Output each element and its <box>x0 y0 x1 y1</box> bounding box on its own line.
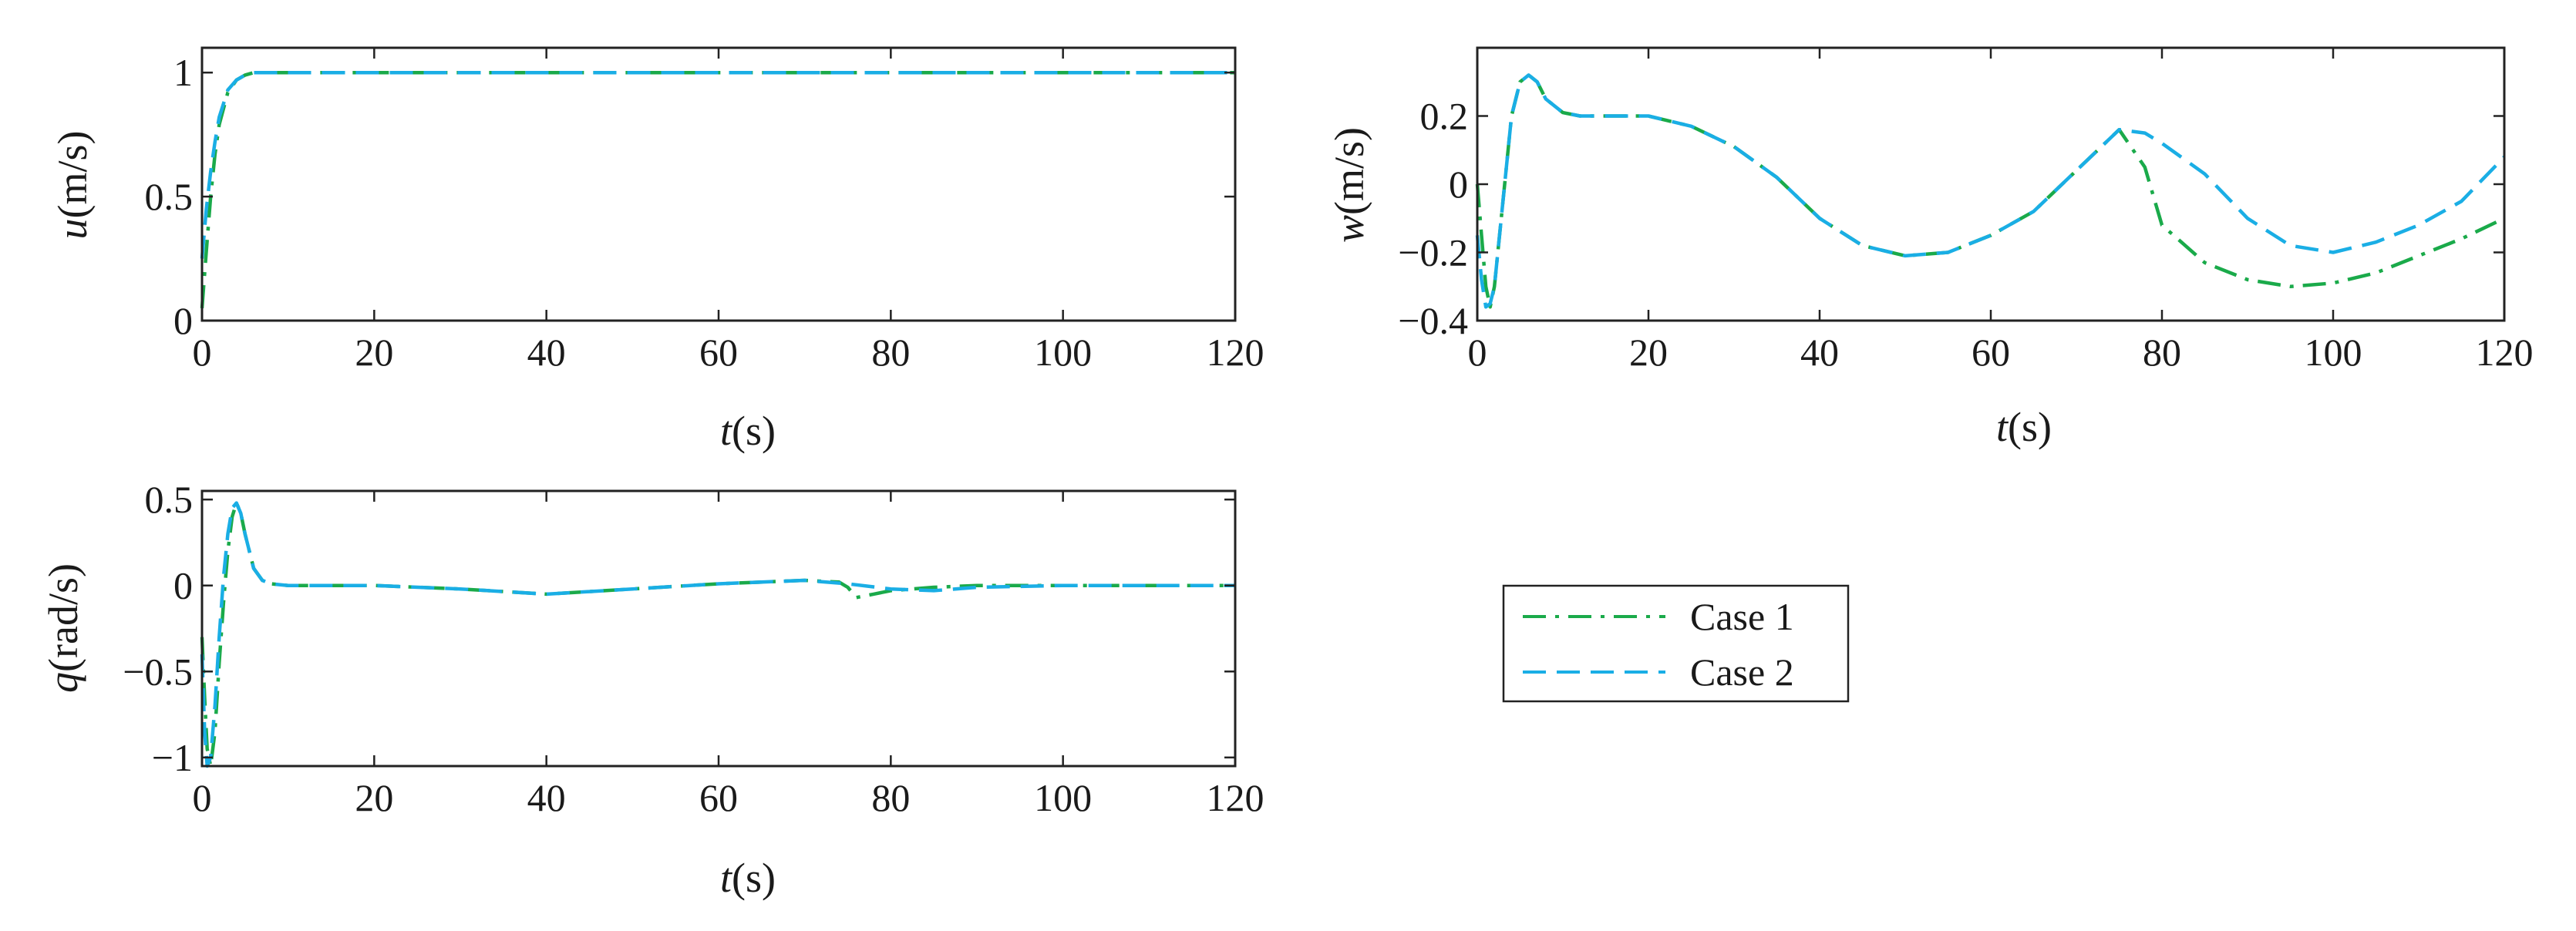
xtick-label: 120 <box>2476 331 2534 374</box>
xtick-label: 120 <box>1207 331 1264 374</box>
xtick-label: 60 <box>699 776 738 819</box>
ytick-label: −0.2 <box>1398 231 1468 274</box>
xtick-label: 20 <box>1629 331 1668 374</box>
xtick-label: 0 <box>193 331 212 374</box>
ticks-q: 0 20 40 60 80 100 120 −1 −0.5 0 0.5 <box>123 478 1264 819</box>
xtick-label: 120 <box>1207 776 1264 819</box>
series-q-case-1 <box>200 501 1235 768</box>
legend: Case 1 Case 2 <box>1502 584 1850 703</box>
xtick-label: 80 <box>871 331 910 374</box>
series-group-u <box>200 70 1235 309</box>
xtick-label: 0 <box>193 776 212 819</box>
ylabel-u: u(m/s) <box>49 131 96 240</box>
xtick-label: 20 <box>355 331 393 374</box>
series-u-case-1 <box>200 70 1235 309</box>
xtick-label: 40 <box>527 331 566 374</box>
xtick-label: 60 <box>699 331 738 374</box>
ticks-w: 0 20 40 60 80 100 120 −0.4 −0.2 0 0.2 <box>1398 48 2534 374</box>
xtick-label: 100 <box>1034 331 1092 374</box>
xtick-label: 20 <box>355 776 393 819</box>
series-w-case-2 <box>1475 73 2506 309</box>
ticks-u: 0 20 40 60 80 100 120 0 0.5 1 <box>145 48 1264 374</box>
xtick-label: 80 <box>2143 331 2181 374</box>
ytick-label: 0.2 <box>1420 95 1469 138</box>
plot-frame-q <box>200 489 1237 768</box>
ylabel-w: w(m/s) <box>1326 127 1372 243</box>
ytick-label: −1 <box>152 736 193 779</box>
ytick-label: 0 <box>1449 163 1468 206</box>
xtick-label: 40 <box>527 776 566 819</box>
xlabel-q: t(s) <box>720 855 776 901</box>
series-q-case-2 <box>200 501 1235 768</box>
ylabel-q: q(rad/s) <box>40 563 86 693</box>
legend-box <box>1502 584 1850 703</box>
ytick-label: −0.5 <box>123 650 193 693</box>
ytick-label: 1 <box>173 51 193 94</box>
ytick-label: 0.5 <box>145 175 194 218</box>
xtick-label: 100 <box>1034 776 1092 819</box>
xlabel-u: t(s) <box>720 408 776 454</box>
ytick-label: 0 <box>173 564 193 607</box>
plot-frame-u <box>200 46 1237 322</box>
series-group-w <box>1475 73 2506 309</box>
xtick-label: 100 <box>2305 331 2362 374</box>
xtick-label: 0 <box>1468 331 1487 374</box>
legend-label-case-1: Case 1 <box>1690 595 1794 638</box>
ytick-label: 0.5 <box>145 478 194 521</box>
panel-q: 0 20 40 60 80 100 120 −1 −0.5 0 0.5 t(s) q(rad/s) <box>40 478 1264 901</box>
xtick-label: 60 <box>1972 331 2010 374</box>
xtick-label: 40 <box>1800 331 1839 374</box>
panel-u: 0 20 40 60 80 100 120 0 0.5 1 t(s) u(m/s) <box>49 46 1264 454</box>
panel-w: 0 20 40 60 80 100 120 −0.4 −0.2 0 0.2 t(s) w(m/s) <box>1326 46 2534 450</box>
xlabel-w: t(s) <box>1996 404 2052 450</box>
xtick-label: 80 <box>871 776 910 819</box>
ytick-label: −0.4 <box>1398 299 1468 342</box>
series-w-case-1 <box>1475 73 2505 309</box>
legend-label-case-2: Case 2 <box>1690 650 1794 694</box>
series-u-case-2 <box>200 70 1235 259</box>
series-group-q <box>200 501 1235 768</box>
ytick-label: 0 <box>173 299 193 342</box>
